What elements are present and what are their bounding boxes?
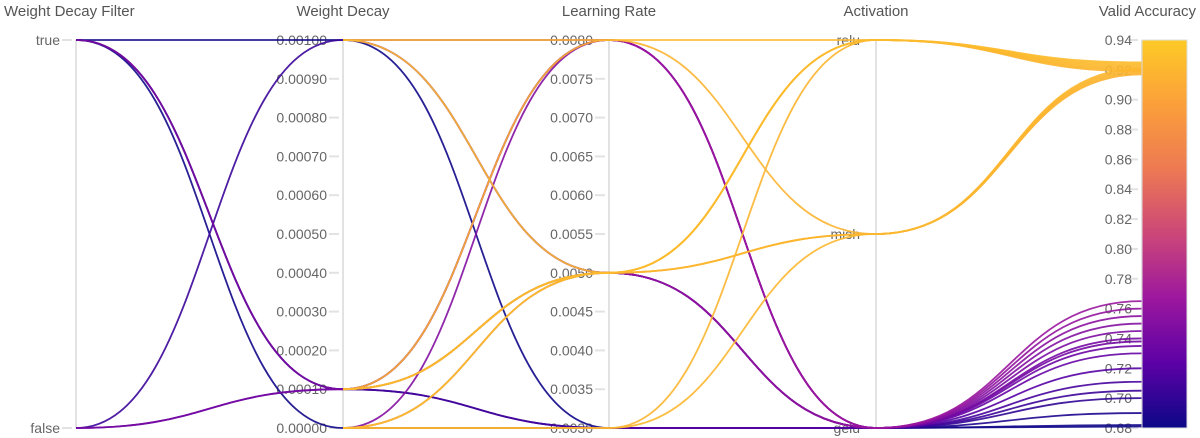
tick-label: 0.68 (1105, 420, 1132, 436)
tick-label: 0.86 (1105, 151, 1132, 167)
tick-label: true (36, 32, 60, 48)
tick-label: 0.0075 (550, 71, 593, 87)
run-lines (75, 39, 1143, 429)
run-line[interactable] (342, 39, 1143, 274)
tick-label: 0.00000 (276, 420, 327, 436)
axis-title: Valid Accuracy (1099, 3, 1197, 20)
tick-label: 0.0060 (550, 187, 593, 203)
tick-label: 0.00010 (276, 381, 327, 397)
tick-label: false (30, 420, 60, 436)
run-line[interactable] (343, 67, 1143, 429)
axis-title: Learning Rate (562, 3, 656, 20)
tick-label: 0.00080 (276, 110, 327, 126)
tick-label: 0.00030 (276, 304, 327, 320)
tick-label: 0.00050 (276, 226, 327, 242)
tick-label: 0.76 (1105, 301, 1132, 317)
axis-weight-decay-filter[interactable]: Weight Decay Filter true false (4, 3, 135, 436)
tick-label: 0.80 (1105, 241, 1132, 257)
tick-label: 0.00060 (276, 187, 327, 203)
run-line[interactable] (342, 39, 1143, 391)
axis-title: Activation (843, 3, 908, 20)
tick-label: 0.90 (1105, 92, 1132, 108)
tick-label: 0.00070 (276, 148, 327, 164)
tick-label: 0.0070 (550, 110, 593, 126)
tick-label: 0.88 (1105, 122, 1132, 138)
tick-label: 0.00040 (276, 265, 327, 281)
tick-label: 0.00090 (276, 71, 327, 87)
tick-label: 0.00020 (276, 342, 327, 358)
tick-label: 0.94 (1105, 32, 1132, 48)
tick-label: 0.0065 (550, 148, 593, 164)
axis-learning-rate[interactable]: Learning Rate0.00800.00750.00700.00650.0… (550, 3, 656, 436)
tick-label: 0.82 (1105, 211, 1132, 227)
tick-label: 0.0035 (550, 381, 593, 397)
run-line[interactable] (342, 39, 1143, 391)
tick-label: 0.84 (1105, 181, 1132, 197)
axis-title: Weight Decay Filter (4, 3, 135, 20)
axis-title: Weight Decay (296, 3, 390, 20)
tick-label: 0.0055 (550, 226, 593, 242)
tick-label: 0.0040 (550, 342, 593, 358)
tick-label: 0.78 (1105, 271, 1132, 287)
run-line[interactable] (342, 39, 1143, 391)
colorbar (1141, 39, 1188, 429)
run-line[interactable] (342, 39, 1143, 391)
axis-weight-decay[interactable]: Weight Decay0.001000.000900.000800.00070… (276, 3, 390, 436)
tick-label: 0.0045 (550, 304, 593, 320)
